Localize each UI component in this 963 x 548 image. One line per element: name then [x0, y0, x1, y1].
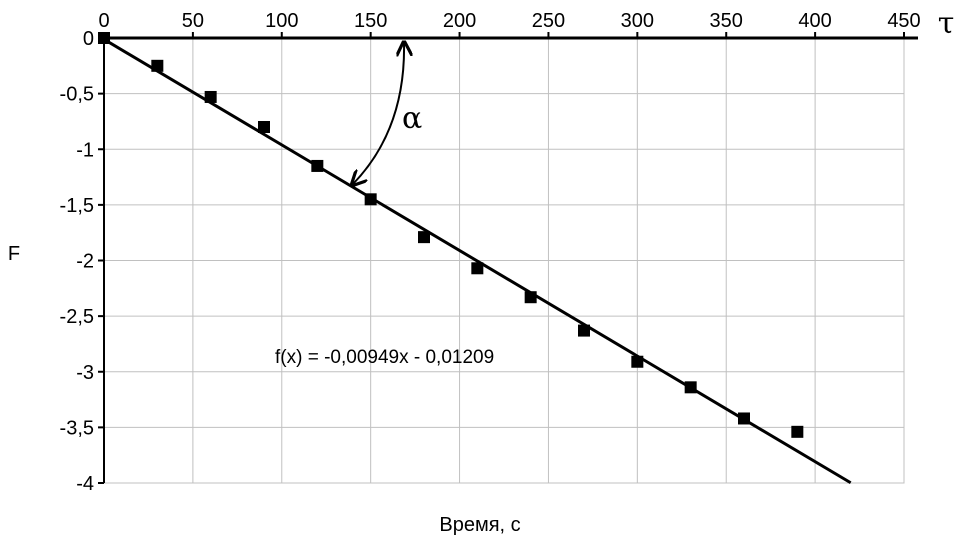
x-axis-symbol: τ	[938, 6, 955, 41]
data-point	[151, 59, 164, 72]
data-point	[364, 193, 377, 206]
x-tick-label: 0	[98, 10, 109, 32]
y-axis-title: F	[8, 243, 20, 265]
x-tick-label: 250	[532, 10, 565, 32]
y-tick-label: -2,5	[60, 306, 94, 328]
y-tick-label: 0	[83, 28, 94, 50]
x-tick-label: 50	[182, 10, 204, 32]
points-layer	[98, 32, 804, 438]
data-point	[98, 32, 110, 44]
trendline	[103, 38, 852, 485]
x-tick-label: 100	[265, 10, 298, 32]
data-point	[204, 90, 217, 103]
y-tick-label: -1	[76, 139, 94, 161]
data-point	[311, 159, 324, 172]
y-tick-label: -3	[76, 362, 94, 384]
label-layer: Время, с F τ α f(x) = -0,00949x - 0,0120…	[8, 6, 954, 536]
x-tick-label: 150	[354, 10, 387, 32]
grid-layer	[103, 37, 905, 484]
y-tick-label: -3,5	[60, 417, 94, 439]
data-point	[578, 324, 590, 337]
data-point	[684, 381, 697, 394]
data-point	[791, 425, 804, 438]
y-tick-label: -4	[76, 473, 94, 495]
data-point	[631, 355, 644, 368]
y-tick-label: -2	[76, 251, 94, 273]
data-point	[258, 121, 270, 133]
x-tick-label: 200	[443, 10, 476, 32]
annotation-layer	[352, 42, 404, 185]
y-tick-label: -0,5	[60, 84, 94, 106]
trendline-layer	[103, 38, 852, 485]
trendline-equation: f(x) = -0,00949x - 0,01209	[275, 347, 494, 368]
x-tick-label: 300	[621, 10, 654, 32]
data-point	[471, 262, 484, 275]
angle-symbol: α	[402, 101, 422, 136]
data-point	[524, 291, 537, 304]
x-tick-label: 350	[710, 10, 743, 32]
data-point	[418, 231, 430, 244]
x-tick-label: 450	[887, 10, 920, 32]
x-tick-label: 400	[798, 10, 831, 32]
angle-arc	[352, 42, 404, 185]
x-axis-title: Время, с	[439, 514, 520, 536]
axis-layer: 0 50 100 150 200 250 300 350 400 450 0 -0,5 -1 -1,5 -2…	[60, 10, 921, 495]
data-point	[738, 412, 750, 425]
y-tick-label: -1,5	[60, 195, 94, 217]
